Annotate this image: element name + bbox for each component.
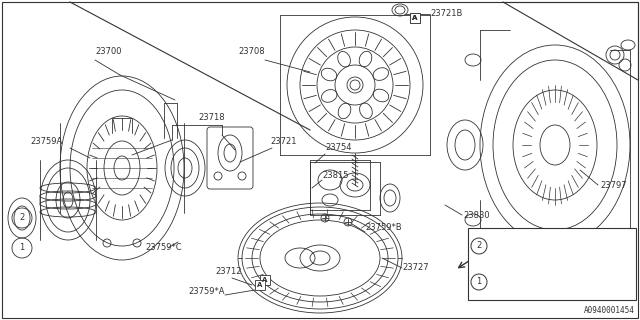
Text: 23759*A: 23759*A: [188, 287, 225, 297]
Text: 1: 1: [476, 277, 482, 286]
Text: 23759*B: 23759*B: [365, 223, 402, 233]
Text: A: A: [412, 15, 418, 21]
Text: 23712: 23712: [215, 268, 241, 276]
Text: 22152A (    -1709): 22152A ( -1709): [494, 286, 577, 295]
Text: A0940001454: A0940001454: [584, 306, 635, 315]
Text: 23752  (    -1709): 23752 ( -1709): [494, 251, 577, 260]
Text: 23708: 23708: [238, 47, 264, 57]
Text: 23830: 23830: [463, 211, 490, 220]
Text: 23700: 23700: [95, 47, 122, 57]
Text: 23759A: 23759A: [30, 138, 62, 147]
FancyBboxPatch shape: [468, 228, 636, 300]
Text: 23750  (1709-    ): 23750 (1709- ): [494, 233, 577, 242]
FancyBboxPatch shape: [207, 127, 253, 189]
Text: A: A: [412, 15, 418, 21]
Text: 23721B: 23721B: [430, 10, 462, 19]
Text: 23797: 23797: [600, 180, 627, 189]
FancyBboxPatch shape: [260, 275, 270, 285]
Text: FRONT: FRONT: [480, 241, 510, 259]
Text: 23759*C: 23759*C: [145, 244, 182, 252]
Text: 23727: 23727: [402, 263, 429, 273]
Text: 22152  (1709-    ): 22152 (1709- ): [494, 268, 577, 277]
Text: 23815: 23815: [322, 171, 349, 180]
Text: 23721: 23721: [270, 138, 296, 147]
Text: 23718: 23718: [198, 114, 225, 123]
FancyBboxPatch shape: [255, 280, 265, 290]
Text: 2: 2: [19, 213, 24, 222]
Text: A: A: [257, 282, 262, 288]
Text: 2: 2: [476, 242, 482, 251]
Text: A: A: [262, 277, 268, 283]
FancyBboxPatch shape: [410, 13, 420, 23]
FancyBboxPatch shape: [410, 13, 420, 23]
Text: 1: 1: [19, 244, 24, 252]
Text: 23754: 23754: [325, 143, 351, 153]
